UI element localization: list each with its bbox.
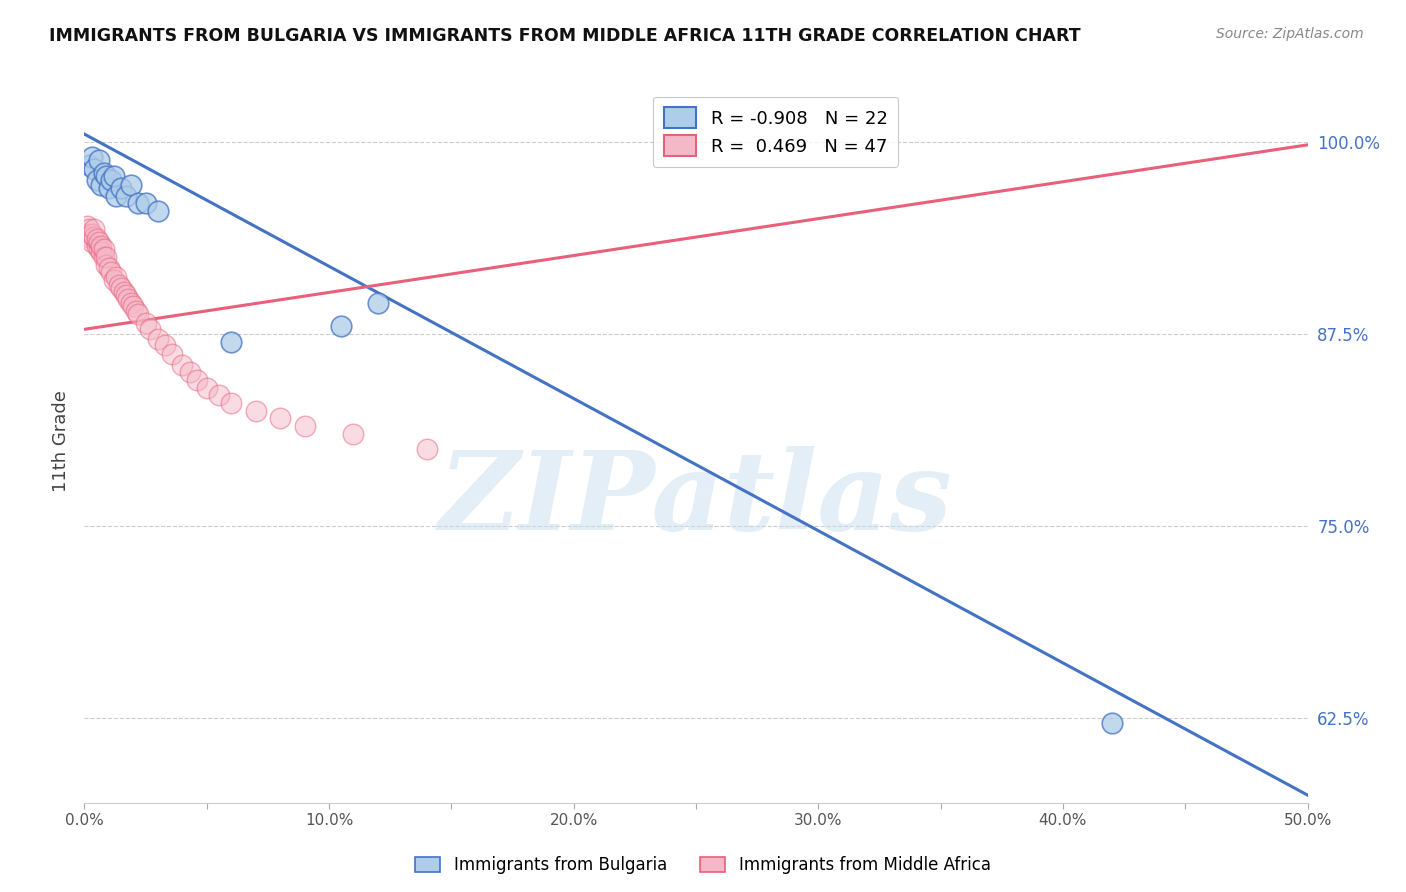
Point: [83, 230, 105, 244]
Legend: Immigrants from Bulgaria, Immigrants from Middle Africa: Immigrants from Bulgaria, Immigrants fro…: [411, 851, 995, 880]
Point: [77, 158, 100, 172]
Point: [127, 307, 149, 321]
Point: [208, 388, 231, 402]
Point: [100, 265, 122, 279]
Point: [367, 296, 389, 310]
Point: [269, 411, 291, 425]
Point: [86, 173, 108, 187]
Point: [135, 316, 157, 330]
Point: [103, 273, 125, 287]
Point: [195, 381, 218, 395]
Point: [115, 288, 138, 302]
Point: [122, 299, 145, 313]
Point: [112, 285, 135, 300]
Point: [219, 334, 242, 349]
Legend: R = -0.908   N = 22, R =  0.469   N = 47: R = -0.908 N = 22, R = 0.469 N = 47: [652, 96, 898, 167]
Point: [83, 162, 105, 177]
Point: [117, 292, 139, 306]
Point: [153, 337, 176, 351]
Point: [77, 230, 100, 244]
Point: [294, 419, 316, 434]
Text: Source: ZipAtlas.com: Source: ZipAtlas.com: [1216, 27, 1364, 41]
Point: [90, 178, 112, 192]
Text: IMMIGRANTS FROM BULGARIA VS IMMIGRANTS FROM MIDDLE AFRICA 11TH GRADE CORRELATION: IMMIGRANTS FROM BULGARIA VS IMMIGRANTS F…: [49, 27, 1081, 45]
Point: [97, 181, 120, 195]
Point: [127, 196, 149, 211]
Point: [1101, 715, 1123, 730]
Point: [93, 165, 115, 179]
Point: [87, 243, 110, 257]
Point: [90, 239, 112, 253]
Point: [219, 396, 242, 410]
Point: [100, 173, 122, 187]
Point: [179, 365, 201, 379]
Point: [107, 277, 129, 292]
Point: [87, 235, 110, 249]
Point: [97, 260, 120, 275]
Point: [93, 250, 115, 264]
Point: [86, 232, 108, 246]
Point: [172, 358, 194, 372]
Point: [105, 270, 128, 285]
Point: [330, 319, 353, 334]
Point: [96, 258, 118, 272]
Text: ZIPatlas: ZIPatlas: [439, 446, 953, 553]
Point: [146, 332, 169, 346]
Point: [115, 188, 138, 202]
Point: [83, 222, 105, 236]
Point: [342, 426, 364, 441]
Point: [245, 404, 267, 418]
Point: [80, 227, 103, 241]
Point: [110, 281, 132, 295]
Point: [416, 442, 439, 457]
Point: [80, 150, 103, 164]
Point: [135, 196, 157, 211]
Point: [146, 203, 169, 218]
Point: [90, 245, 112, 260]
Point: [110, 181, 132, 195]
Point: [120, 296, 142, 310]
Point: [80, 235, 103, 249]
Point: [77, 222, 100, 236]
Point: [76, 227, 98, 241]
Point: [76, 219, 98, 234]
Point: [96, 250, 118, 264]
Point: [103, 169, 125, 183]
Point: [96, 169, 118, 183]
Point: [87, 153, 110, 168]
Point: [93, 243, 115, 257]
Point: [86, 239, 108, 253]
Point: [186, 373, 208, 387]
Point: [120, 178, 142, 192]
Point: [139, 322, 162, 336]
Point: [105, 188, 128, 202]
Point: [125, 304, 148, 318]
Y-axis label: 11th Grade: 11th Grade: [52, 391, 70, 492]
Point: [162, 347, 184, 361]
